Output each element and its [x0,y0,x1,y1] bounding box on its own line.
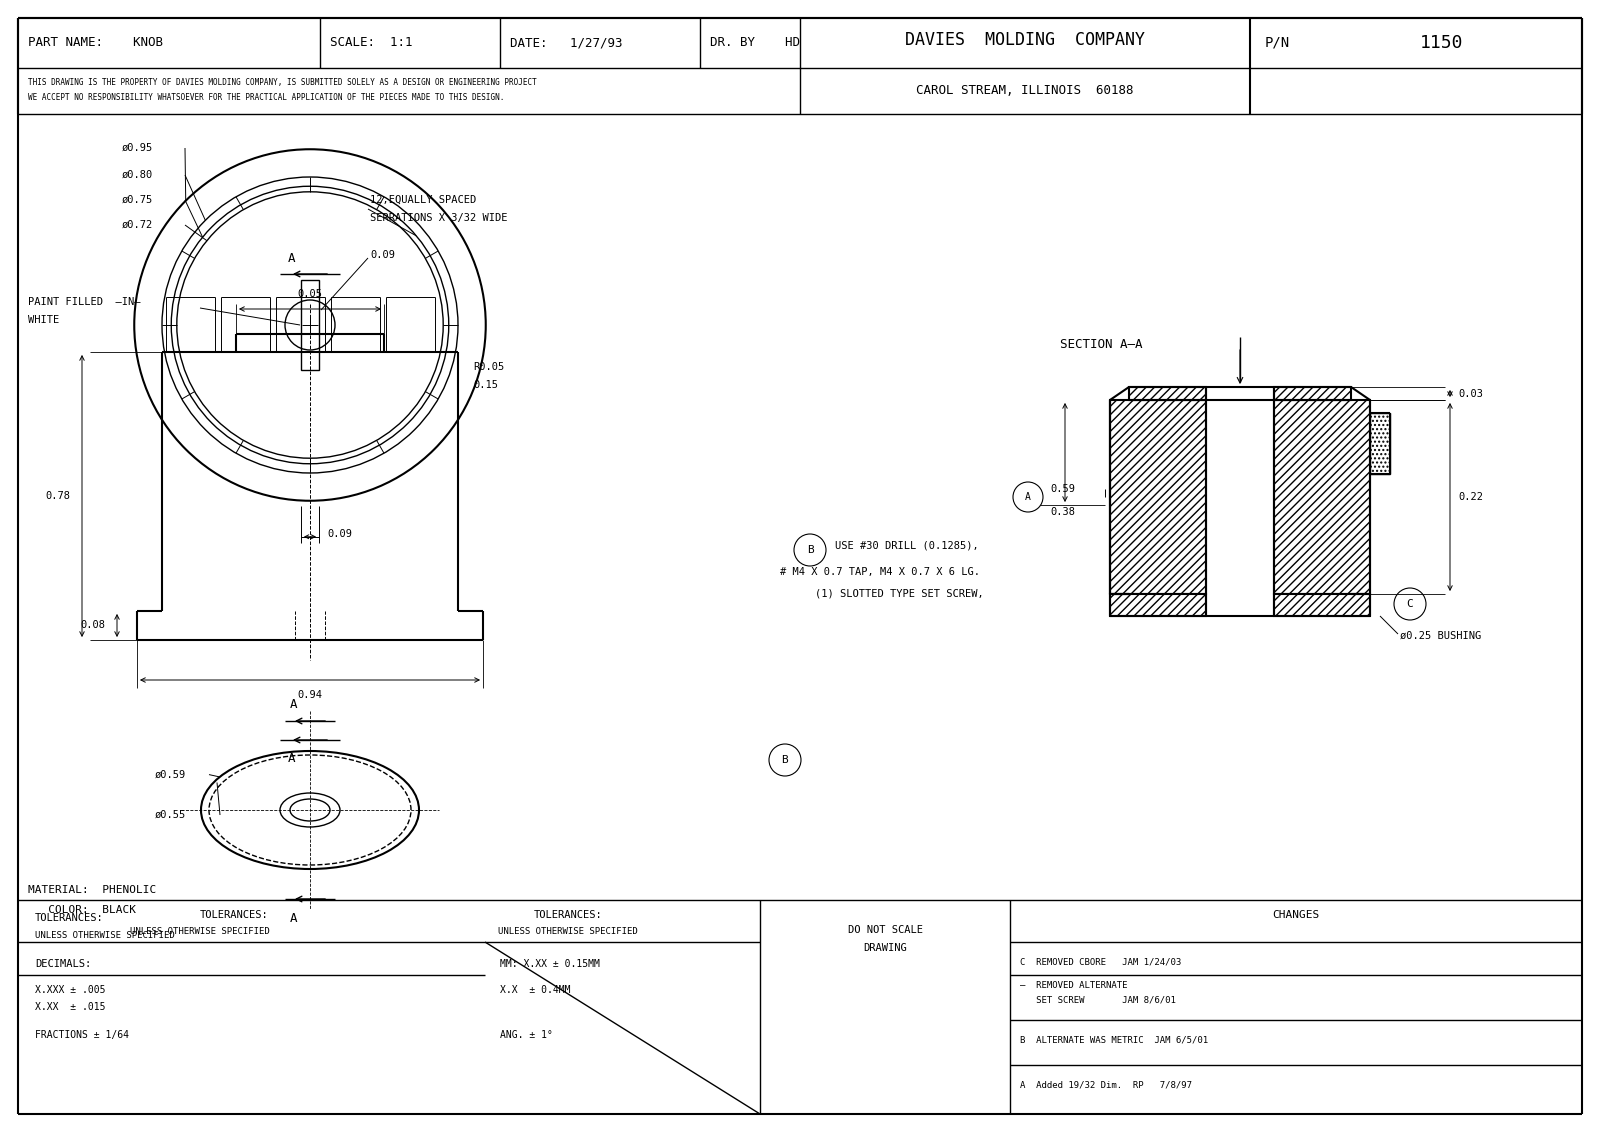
Bar [1274,387,1350,400]
Bar [1274,400,1370,594]
Text: FRACTIONS ± 1/64: FRACTIONS ± 1/64 [35,1030,130,1040]
Text: SECTION A–A: SECTION A–A [1059,338,1142,352]
Text: P/N: P/N [1266,36,1290,50]
Text: ø0.25 BUSHING: ø0.25 BUSHING [1400,631,1482,641]
Text: COLOR:  BLACK: COLOR: BLACK [29,904,136,915]
Text: 0.03: 0.03 [1458,389,1483,398]
Text: X.XXX ± .005: X.XXX ± .005 [35,985,106,995]
Text: –  REMOVED ALTERNATE: – REMOVED ALTERNATE [1021,980,1128,989]
Text: 12,EQUALLY SPACED: 12,EQUALLY SPACED [370,195,477,205]
Text: DATE:   1/27/93: DATE: 1/27/93 [510,36,622,50]
Text: A: A [288,752,296,764]
Text: ø0.95: ø0.95 [122,143,154,153]
Text: WHITE: WHITE [29,315,59,325]
Text: DECIMALS:: DECIMALS: [35,959,91,969]
Text: A: A [290,912,298,926]
Text: SERRATIONS X 3/32 WIDE: SERRATIONS X 3/32 WIDE [370,213,507,223]
Text: DAVIES  MOLDING  COMPANY: DAVIES MOLDING COMPANY [906,31,1146,49]
Text: ø0.55: ø0.55 [155,811,186,820]
Text: (1) SLOTTED TYPE SET SCREW,: (1) SLOTTED TYPE SET SCREW, [814,589,984,599]
Text: 0.38: 0.38 [1050,507,1075,517]
Text: C: C [1406,599,1413,609]
Text: 0.94: 0.94 [298,691,323,700]
Text: 0.08: 0.08 [80,620,106,631]
Text: B  ALTERNATE WAS METRIC  JAM 6/5/01: B ALTERNATE WAS METRIC JAM 6/5/01 [1021,1036,1208,1045]
Text: ø0.75: ø0.75 [122,195,154,205]
Text: B: B [806,544,813,555]
Text: UNLESS OTHERWISE SPECIFIED: UNLESS OTHERWISE SPECIFIED [130,927,270,936]
Text: B: B [782,755,789,765]
Text: DO NOT SCALE: DO NOT SCALE [848,925,923,935]
Bar [1110,594,1206,616]
Text: THIS DRAWING IS THE PROPERTY OF DAVIES MOLDING COMPANY, IS SUBMITTED SOLELY AS A: THIS DRAWING IS THE PROPERTY OF DAVIES M… [29,77,536,86]
Text: UNLESS OTHERWISE SPECIFIED: UNLESS OTHERWISE SPECIFIED [35,931,174,940]
Text: X.XX  ± .015: X.XX ± .015 [35,1002,106,1012]
Text: 0.09: 0.09 [326,529,352,539]
Text: SCALE:  1:1: SCALE: 1:1 [330,36,413,50]
Bar [1110,400,1206,594]
Text: # M4 X 0.7 TAP, M4 X 0.7 X 6 LG.: # M4 X 0.7 TAP, M4 X 0.7 X 6 LG. [781,567,979,577]
Text: CAROL STREAM, ILLINOIS  60188: CAROL STREAM, ILLINOIS 60188 [917,84,1134,96]
Text: SET SCREW       JAM 8/6/01: SET SCREW JAM 8/6/01 [1021,995,1176,1004]
Text: CHANGES: CHANGES [1272,910,1320,920]
Text: TOLERANCES:: TOLERANCES: [35,914,104,923]
Text: A: A [1026,492,1030,501]
Text: 1150: 1150 [1421,34,1464,52]
Text: 0.15: 0.15 [474,380,498,391]
Text: 0.05: 0.05 [298,289,323,299]
Text: A: A [290,697,298,711]
Text: 0.09: 0.09 [370,250,395,260]
Text: USE #30 DRILL (0.1285),: USE #30 DRILL (0.1285), [835,540,979,550]
Text: UNLESS OTHERWISE SPECIFIED: UNLESS OTHERWISE SPECIFIED [498,927,638,936]
Text: C  REMOVED CBORE   JAM 1/24/03: C REMOVED CBORE JAM 1/24/03 [1021,958,1181,967]
Text: TOLERANCES:: TOLERANCES: [534,910,602,920]
Text: TOLERANCES:: TOLERANCES: [200,910,269,920]
Bar [1370,413,1390,474]
Text: R0.05: R0.05 [474,362,504,372]
Text: 0.22: 0.22 [1458,492,1483,501]
Text: ANG. ± 1°: ANG. ± 1° [499,1030,554,1040]
Text: MATERIAL:  PHENOLIC: MATERIAL: PHENOLIC [29,885,157,895]
Text: ø0.59: ø0.59 [155,770,186,780]
Text: A  Added 19/32 Dim.  RP   7/8/97: A Added 19/32 Dim. RP 7/8/97 [1021,1081,1192,1089]
Bar [301,280,318,370]
Text: 0.78: 0.78 [45,491,70,501]
Text: WE ACCEPT NO RESPONSIBILITY WHATSOEVER FOR THE PRACTICAL APPLICATION OF THE PIEC: WE ACCEPT NO RESPONSIBILITY WHATSOEVER F… [29,93,504,102]
Text: MM: X.XX ± 0.15MM: MM: X.XX ± 0.15MM [499,959,600,969]
Text: PART NAME:    KNOB: PART NAME: KNOB [29,36,163,50]
Text: PAINT FILLED  –IN–: PAINT FILLED –IN– [29,297,141,307]
Text: ø0.72: ø0.72 [122,220,154,230]
Text: A: A [288,252,296,266]
Bar [1130,387,1206,400]
Text: DR. BY    HD: DR. BY HD [710,36,800,50]
Text: X.X  ± 0.4MM: X.X ± 0.4MM [499,985,571,995]
Text: 0.59: 0.59 [1050,484,1075,494]
Text: DRAWING: DRAWING [862,943,907,953]
Bar [1274,594,1370,616]
Text: ø0.80: ø0.80 [122,170,154,180]
